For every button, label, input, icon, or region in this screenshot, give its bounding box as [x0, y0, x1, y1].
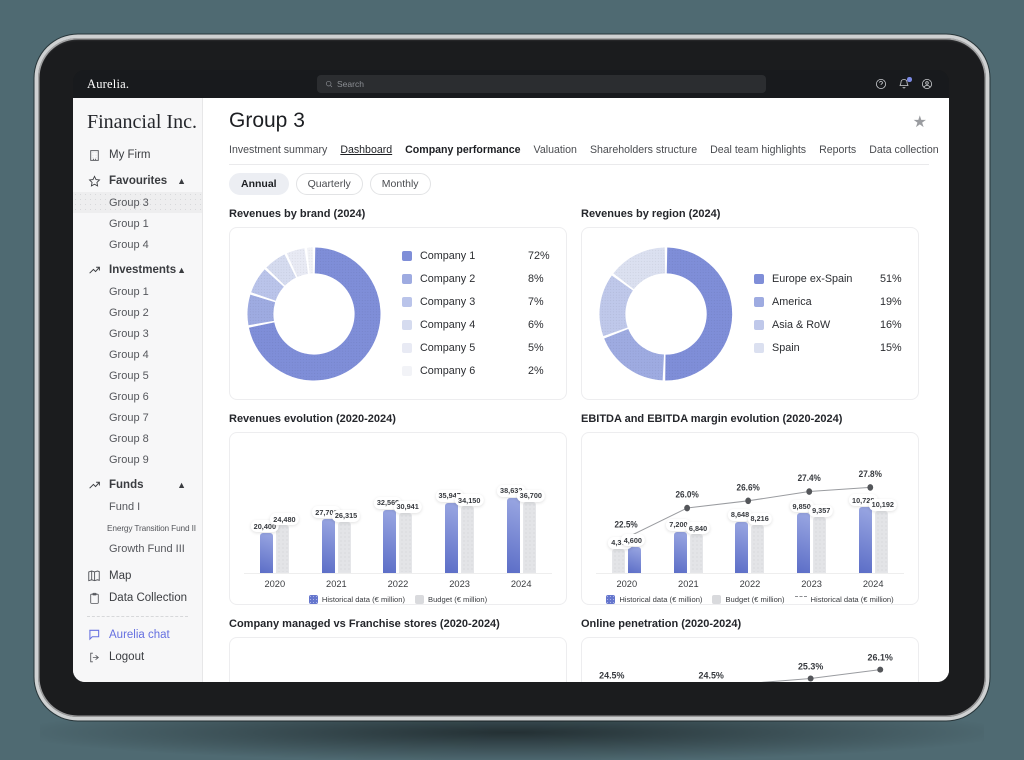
svg-text:24.5%: 24.5%: [599, 671, 624, 681]
svg-text:24.5%: 24.5%: [699, 671, 724, 681]
svg-text:25.3%: 25.3%: [798, 662, 823, 672]
svg-text:26.1%: 26.1%: [868, 653, 893, 663]
